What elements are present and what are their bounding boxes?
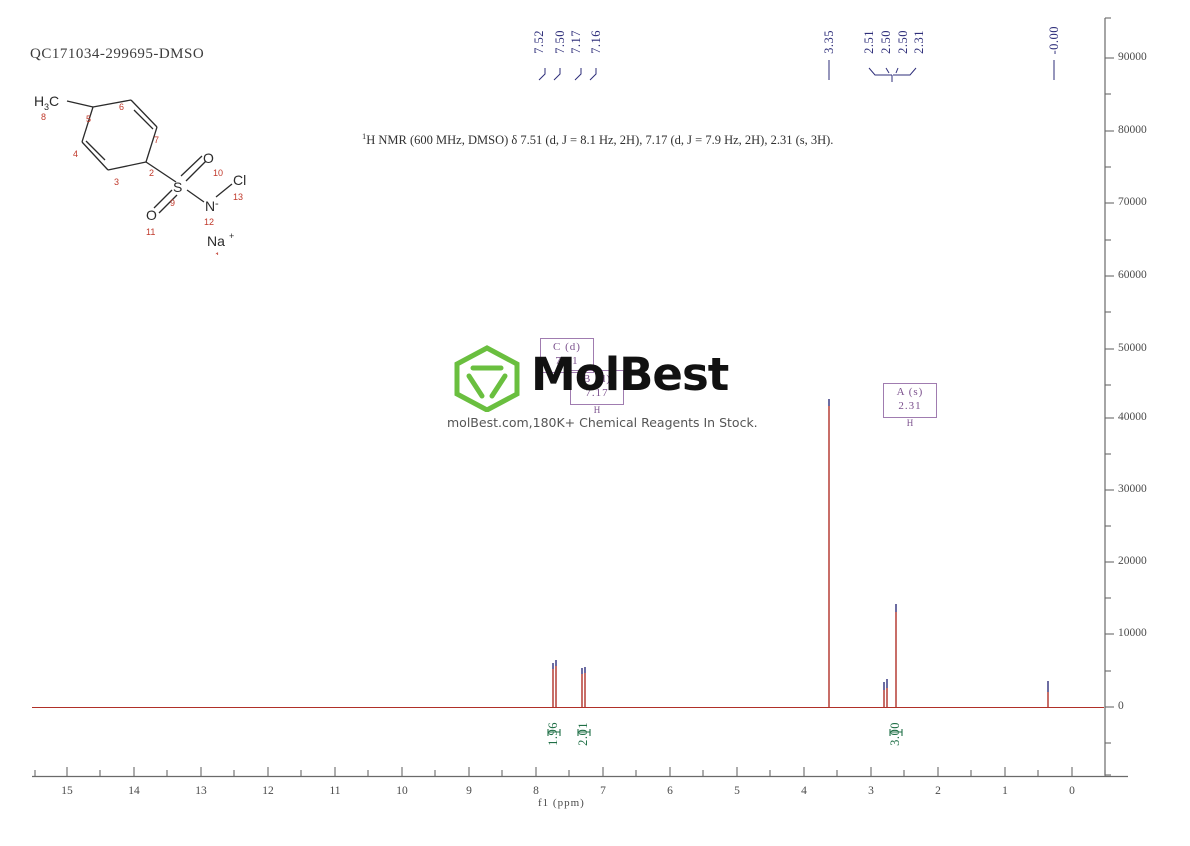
peak-label-3-35: 3.35 bbox=[822, 30, 836, 54]
peak-label-2-31: 2.31 bbox=[912, 30, 926, 54]
integral-value-3-00: 3.00 bbox=[888, 722, 902, 746]
x-tick-1: 1 bbox=[1002, 785, 1008, 797]
x-axis-ticks bbox=[34, 767, 1106, 776]
x-tick-13: 13 bbox=[195, 785, 207, 797]
y-tick-50000: 50000 bbox=[1118, 342, 1147, 354]
index-9: 9 bbox=[170, 198, 175, 208]
y-tick-0: 0 bbox=[1118, 700, 1124, 712]
x-tick-0: 0 bbox=[1069, 785, 1075, 797]
x-tick-12: 12 bbox=[262, 785, 274, 797]
atom-label-methyl: H bbox=[34, 93, 44, 109]
integral-curves bbox=[547, 729, 903, 736]
index-2: 2 bbox=[149, 168, 154, 178]
index-1: 1 bbox=[215, 251, 220, 255]
peak-label-0-00: -0.00 bbox=[1047, 26, 1061, 55]
x-tick-10: 10 bbox=[396, 785, 408, 797]
peak-label-7-52: 7.52 bbox=[532, 30, 546, 54]
nmr-body-text: H NMR (600 MHz, DMSO) δ 7.51 (d, J = 8.1… bbox=[366, 133, 834, 148]
molbest-logo-icon bbox=[449, 344, 525, 417]
index-3: 3 bbox=[114, 177, 119, 187]
peak-label-leaders bbox=[538, 60, 1055, 82]
atom-label-chlorine: Cl bbox=[233, 172, 246, 188]
index-4: 4 bbox=[73, 149, 78, 159]
index-11: 11 bbox=[146, 227, 155, 237]
multiplet-protons-a: H bbox=[906, 417, 914, 428]
y-tick-90000: 90000 bbox=[1118, 51, 1147, 63]
peak-label-7-16: 7.16 bbox=[589, 30, 603, 54]
y-tick-20000: 20000 bbox=[1118, 555, 1147, 567]
index-13: 13 bbox=[233, 192, 243, 202]
integral-value-2-01: 2.01 bbox=[576, 722, 590, 746]
index-6: 6 bbox=[119, 102, 124, 112]
multiplet-name-c: C (d) bbox=[553, 341, 581, 353]
atom-label-oxygen-11: O bbox=[146, 207, 157, 223]
y-tick-40000: 40000 bbox=[1118, 411, 1147, 423]
multiplet-box-c[interactable]: C (d) 7.51 H bbox=[540, 338, 594, 383]
spectrum-trace bbox=[552, 406, 1049, 707]
index-10: 10 bbox=[213, 168, 223, 178]
svg-text:3: 3 bbox=[44, 102, 49, 112]
peak-label-2-50-a: 2.50 bbox=[879, 30, 893, 54]
peak-label-2-51: 2.51 bbox=[862, 30, 876, 54]
y-tick-10000: 10000 bbox=[1118, 627, 1147, 639]
svg-text:+: + bbox=[229, 231, 234, 241]
x-tick-15: 15 bbox=[61, 785, 73, 797]
x-tick-4: 4 bbox=[801, 785, 807, 797]
multiplet-box-b[interactable]: B (d) 7.17 H bbox=[570, 370, 624, 415]
index-12: 12 bbox=[204, 217, 214, 227]
y-tick-70000: 70000 bbox=[1118, 196, 1147, 208]
x-tick-6: 6 bbox=[667, 785, 673, 797]
spectrum-peak-tips bbox=[552, 399, 1049, 692]
svg-text:C: C bbox=[49, 93, 59, 109]
watermark-wordmark: MolBest bbox=[531, 348, 729, 401]
index-7: 7 bbox=[154, 135, 159, 145]
x-tick-14: 14 bbox=[128, 785, 140, 797]
multiplet-protons-c: H bbox=[563, 372, 571, 383]
chemical-structure-diagram: H 3 C S O O N Cl Na + - 8 5 6 7 4 3 2 9 … bbox=[20, 80, 320, 255]
index-8: 8 bbox=[41, 112, 46, 122]
integral-value-1-96: 1.96 bbox=[546, 722, 560, 746]
atom-label-oxygen-10: O bbox=[203, 150, 214, 166]
x-tick-11: 11 bbox=[329, 785, 341, 797]
atom-label-sulfur: S bbox=[173, 179, 182, 195]
y-tick-80000: 80000 bbox=[1118, 124, 1147, 136]
multiplet-shift-a: 2.31 bbox=[898, 399, 922, 412]
svg-text:-: - bbox=[215, 198, 219, 210]
nmr-superscript: 1 bbox=[362, 131, 367, 141]
peak-label-7-50: 7.50 bbox=[553, 30, 567, 54]
x-tick-8: 8 bbox=[533, 785, 539, 797]
multiplet-name-b: B (d) bbox=[583, 373, 611, 385]
y-axis-ticks bbox=[1105, 17, 1114, 776]
x-tick-3: 3 bbox=[868, 785, 874, 797]
peak-label-7-17: 7.17 bbox=[569, 30, 583, 54]
x-tick-2: 2 bbox=[935, 785, 941, 797]
multiplet-box-a[interactable]: A (s) 2.31 H bbox=[883, 383, 937, 428]
page-title: QC171034-299695-DMSO bbox=[30, 46, 205, 62]
y-tick-60000: 60000 bbox=[1118, 269, 1147, 281]
watermark-subtitle: molBest.com,180K+ Chemical Reagents In S… bbox=[447, 415, 758, 430]
multiplet-shift-b: 7.17 bbox=[585, 386, 609, 399]
x-tick-7: 7 bbox=[600, 785, 606, 797]
y-tick-30000: 30000 bbox=[1118, 483, 1147, 495]
x-axis-label: f1 (ppm) bbox=[538, 797, 585, 809]
multiplet-protons-b: H bbox=[593, 404, 601, 415]
nmr-assignment-text: 1H NMR (600 MHz, DMSO) δ 7.51 (d, J = 8.… bbox=[362, 131, 833, 148]
atom-label-nitrogen: N bbox=[205, 198, 215, 214]
peak-label-2-50-b: 2.50 bbox=[896, 30, 910, 54]
x-tick-5: 5 bbox=[734, 785, 740, 797]
multiplet-name-a: A (s) bbox=[896, 386, 924, 398]
atom-label-sodium: Na bbox=[207, 233, 225, 249]
multiplet-shift-c: 7.51 bbox=[555, 354, 579, 367]
x-tick-9: 9 bbox=[466, 785, 472, 797]
index-5: 5 bbox=[86, 114, 91, 124]
